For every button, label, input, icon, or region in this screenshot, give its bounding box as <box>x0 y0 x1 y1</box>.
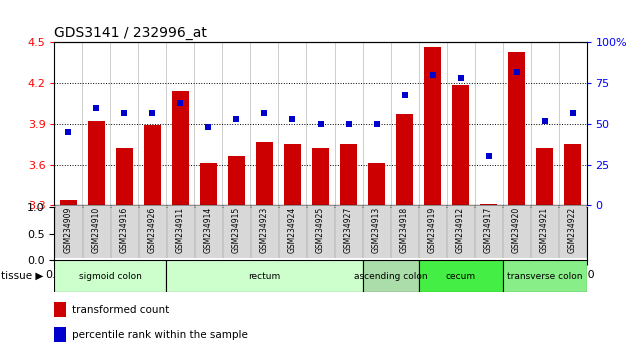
Text: percentile rank within the sample: percentile rank within the sample <box>72 330 248 339</box>
Bar <box>368 163 385 205</box>
Text: GSM234927: GSM234927 <box>344 207 353 253</box>
Bar <box>559 205 586 258</box>
Text: GSM234916: GSM234916 <box>120 207 129 253</box>
Text: transformed count: transformed count <box>72 305 169 315</box>
Text: GSM234918: GSM234918 <box>400 207 409 253</box>
Bar <box>279 205 306 258</box>
Bar <box>391 205 418 258</box>
Bar <box>167 205 194 258</box>
Text: sigmoid colon: sigmoid colon <box>79 272 142 281</box>
Bar <box>55 205 82 258</box>
Text: transverse colon: transverse colon <box>507 272 582 281</box>
Bar <box>83 205 110 258</box>
Bar <box>452 85 469 205</box>
Text: rectum: rectum <box>248 272 281 281</box>
Text: GSM234921: GSM234921 <box>540 207 549 253</box>
Bar <box>284 144 301 205</box>
Bar <box>251 205 278 258</box>
Bar <box>144 125 161 205</box>
Text: tissue ▶: tissue ▶ <box>1 271 44 281</box>
Text: GSM234919: GSM234919 <box>428 207 437 253</box>
Bar <box>503 205 530 258</box>
Bar <box>54 327 66 342</box>
Text: GSM234926: GSM234926 <box>148 207 157 253</box>
Text: GSM234925: GSM234925 <box>316 207 325 253</box>
Bar <box>480 204 497 205</box>
Text: GSM234912: GSM234912 <box>456 207 465 253</box>
Text: GSM234909: GSM234909 <box>64 207 73 253</box>
Text: GSM234923: GSM234923 <box>260 207 269 253</box>
Bar <box>564 144 581 205</box>
Text: GSM234917: GSM234917 <box>484 207 493 253</box>
Bar <box>200 163 217 205</box>
Bar <box>60 200 77 205</box>
Bar <box>363 205 390 258</box>
Bar <box>447 205 474 258</box>
Text: ascending colon: ascending colon <box>354 272 428 281</box>
Bar <box>172 91 189 205</box>
Bar <box>167 260 363 292</box>
Bar <box>228 156 245 205</box>
Text: GSM234924: GSM234924 <box>288 207 297 253</box>
Text: GSM234920: GSM234920 <box>512 207 521 253</box>
Bar <box>116 148 133 205</box>
Text: GSM234911: GSM234911 <box>176 207 185 253</box>
Bar <box>396 114 413 205</box>
Bar <box>223 205 250 258</box>
Bar <box>335 205 362 258</box>
Bar <box>536 148 553 205</box>
Bar <box>475 205 502 258</box>
Bar <box>531 205 558 258</box>
Text: GSM234913: GSM234913 <box>372 207 381 253</box>
Bar <box>54 302 66 317</box>
Bar <box>88 121 105 205</box>
Bar <box>424 47 441 205</box>
Bar <box>195 205 222 258</box>
Bar <box>419 205 446 258</box>
Text: GSM234915: GSM234915 <box>232 207 241 253</box>
Bar <box>508 52 525 205</box>
Bar <box>419 260 503 292</box>
Bar <box>139 205 166 258</box>
Text: GDS3141 / 232996_at: GDS3141 / 232996_at <box>54 26 207 40</box>
Bar <box>503 260 587 292</box>
Bar <box>312 148 329 205</box>
Text: GSM234922: GSM234922 <box>568 207 577 253</box>
Bar <box>256 142 273 205</box>
Text: GSM234910: GSM234910 <box>92 207 101 253</box>
Bar <box>307 205 334 258</box>
Bar <box>363 260 419 292</box>
Text: GSM234914: GSM234914 <box>204 207 213 253</box>
Text: cecum: cecum <box>445 272 476 281</box>
Bar <box>340 144 357 205</box>
Bar <box>111 205 138 258</box>
Bar <box>54 260 167 292</box>
